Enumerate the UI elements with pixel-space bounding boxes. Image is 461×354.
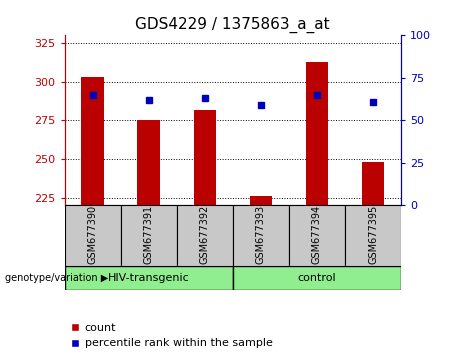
Text: GSM677390: GSM677390 (88, 205, 98, 264)
Legend: count, percentile rank within the sample: count, percentile rank within the sample (70, 323, 272, 348)
Bar (121, 205, 177, 266)
Bar (345, 205, 401, 266)
Text: GSM677391: GSM677391 (144, 205, 154, 264)
Bar (137, 120, 160, 205)
Text: control: control (298, 273, 336, 283)
Text: genotype/variation ▶: genotype/variation ▶ (5, 273, 108, 283)
Bar (250, 196, 272, 205)
Text: GSM677392: GSM677392 (200, 205, 210, 264)
Text: GSM677393: GSM677393 (256, 205, 266, 264)
Bar (306, 62, 328, 205)
Text: GSM677395: GSM677395 (368, 205, 378, 264)
Bar (233, 205, 289, 266)
Bar (289, 205, 345, 266)
Bar (65, 266, 233, 290)
Bar (177, 205, 233, 266)
Bar (82, 77, 104, 205)
Bar (362, 162, 384, 205)
Title: GDS4229 / 1375863_a_at: GDS4229 / 1375863_a_at (136, 16, 330, 33)
Text: HIV-transgenic: HIV-transgenic (108, 273, 189, 283)
Bar (233, 266, 401, 290)
Text: GSM677394: GSM677394 (312, 205, 322, 264)
Bar (194, 109, 216, 205)
Bar (65, 205, 121, 266)
